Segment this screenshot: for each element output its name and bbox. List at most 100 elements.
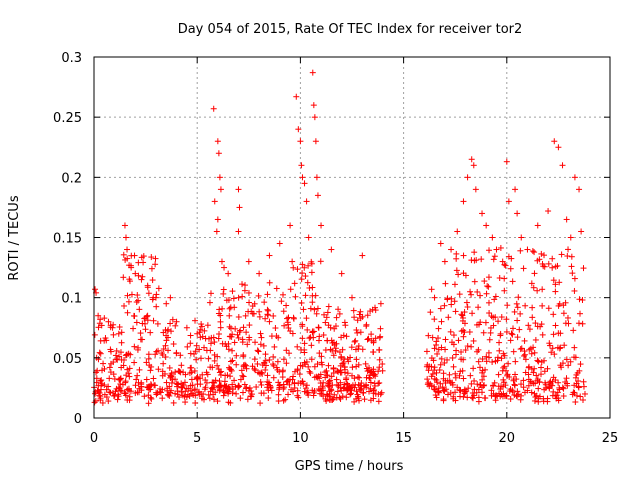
data-point-peak xyxy=(524,246,531,253)
data-point xyxy=(308,342,315,349)
data-point-peak xyxy=(479,210,486,217)
data-point xyxy=(576,310,583,317)
data-point xyxy=(531,270,538,277)
data-point xyxy=(159,395,166,402)
data-point xyxy=(245,289,252,296)
data-point xyxy=(96,349,103,356)
data-point xyxy=(577,361,584,368)
data-point xyxy=(546,385,553,392)
data-point xyxy=(363,365,370,372)
data-point xyxy=(512,371,519,378)
data-point xyxy=(571,354,578,361)
data-point xyxy=(490,322,497,329)
data-point-peak xyxy=(152,294,159,301)
data-point xyxy=(485,299,492,306)
data-point xyxy=(541,368,548,375)
data-point xyxy=(497,244,504,251)
data-point xyxy=(552,322,559,329)
x-tick-label: 5 xyxy=(193,431,201,446)
data-point-peak xyxy=(441,258,448,265)
data-point-peak xyxy=(132,270,139,277)
data-point xyxy=(460,314,467,321)
data-point xyxy=(455,271,462,278)
data-point xyxy=(311,374,318,381)
data-point xyxy=(316,375,323,382)
data-point xyxy=(437,361,444,368)
data-point xyxy=(485,274,492,281)
data-point xyxy=(265,395,272,402)
data-point xyxy=(453,347,460,354)
y-tick-label: 0.3 xyxy=(61,51,82,66)
data-point xyxy=(503,392,510,399)
data-point xyxy=(534,257,541,264)
data-point xyxy=(96,390,103,397)
data-point xyxy=(110,331,117,338)
data-point xyxy=(100,360,107,367)
data-point xyxy=(120,356,127,363)
data-point xyxy=(122,392,129,399)
data-point xyxy=(218,382,225,389)
data-point-peak xyxy=(576,186,583,193)
data-point xyxy=(335,382,342,389)
data-point xyxy=(268,387,275,394)
data-point xyxy=(470,337,477,344)
data-point xyxy=(434,335,441,342)
data-point-peak xyxy=(163,300,170,307)
data-point xyxy=(504,372,511,379)
data-point xyxy=(345,383,352,390)
data-point xyxy=(322,369,329,376)
data-point xyxy=(551,351,558,358)
data-point xyxy=(239,372,246,379)
data-point xyxy=(117,387,124,394)
data-point xyxy=(225,346,232,353)
data-point xyxy=(464,303,471,310)
data-point xyxy=(499,367,506,374)
data-point xyxy=(458,311,465,318)
data-point xyxy=(124,255,131,262)
x-axis-label: GPS time / hours xyxy=(295,459,404,474)
data-point xyxy=(550,331,557,338)
data-point xyxy=(207,347,214,354)
data-point xyxy=(490,390,497,397)
data-point xyxy=(262,315,269,322)
data-point xyxy=(425,367,432,374)
data-point xyxy=(184,391,191,398)
data-point xyxy=(124,351,131,358)
data-point xyxy=(305,363,312,370)
data-point xyxy=(547,378,554,385)
data-point xyxy=(509,331,516,338)
data-point xyxy=(516,326,523,333)
data-point xyxy=(290,373,297,380)
data-point-peak xyxy=(92,286,99,293)
data-point xyxy=(538,364,545,371)
data-point xyxy=(107,389,114,396)
data-point xyxy=(279,367,286,374)
data-point xyxy=(272,325,279,332)
data-point xyxy=(159,386,166,393)
plot-frame xyxy=(93,56,611,419)
data-point xyxy=(311,306,318,313)
data-point xyxy=(193,356,200,363)
data-point xyxy=(148,265,155,272)
data-point xyxy=(489,359,496,366)
data-point-peak xyxy=(464,174,471,181)
data-point-peak xyxy=(311,114,318,121)
data-point xyxy=(350,307,357,314)
data-point xyxy=(560,302,567,309)
data-point xyxy=(188,376,195,383)
data-point xyxy=(556,279,563,286)
data-point xyxy=(162,342,169,349)
data-point xyxy=(212,389,219,396)
data-point xyxy=(325,303,332,310)
data-point xyxy=(460,333,467,340)
data-point xyxy=(564,253,571,260)
data-point xyxy=(91,399,98,406)
data-point xyxy=(242,385,249,392)
data-point xyxy=(124,292,131,299)
data-point xyxy=(101,382,108,389)
data-point xyxy=(580,397,587,404)
data-point xyxy=(441,388,448,395)
y-axis-label: ROTI / TECUs xyxy=(7,195,22,280)
data-point xyxy=(560,385,567,392)
